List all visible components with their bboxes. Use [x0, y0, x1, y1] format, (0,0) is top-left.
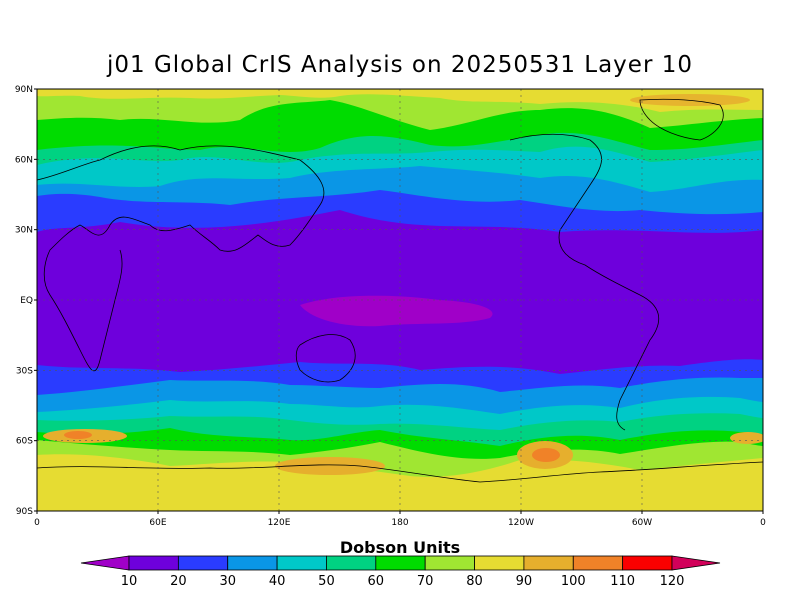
colorbar-segment [375, 555, 426, 571]
lat-tick-label: 30N [15, 226, 33, 236]
colorbar-level-label: 30 [219, 574, 236, 589]
colorbar-segment [128, 555, 179, 571]
tropical-low-patch [300, 295, 493, 327]
colorbar-level-label: 40 [269, 574, 286, 589]
lat-tick-label: 30S [16, 366, 33, 376]
patch-south-atlantic-core [64, 431, 92, 439]
coastlines [37, 98, 763, 483]
lon-tick-label: 180 [391, 518, 408, 528]
colorbar-level-label: 90 [516, 574, 533, 589]
colorbar-level-label: 50 [318, 574, 335, 589]
coast-greenland [639, 98, 724, 141]
lat-axis: 90N 60N 30N EQ 30S 60S 90S [15, 85, 37, 517]
colorbar-segment [326, 555, 377, 571]
colorbar-segment [276, 555, 327, 571]
patch-south-pacific-core [532, 448, 560, 462]
colorbar-level-label: 60 [368, 574, 385, 589]
colorbar-arrow-high [671, 555, 721, 571]
lon-axis: 0 60E 120E 180 120W 60W 0 [34, 511, 766, 528]
colorbar-level-label: 80 [466, 574, 483, 589]
lat-tick-label: 60S [16, 437, 33, 447]
colorbar-level-label: 100 [561, 574, 586, 589]
colorbar-arrow-low [80, 555, 130, 571]
colorbar-segment [474, 555, 525, 571]
lon-tick-label: 60E [149, 518, 166, 528]
patch-east-edge [730, 432, 763, 444]
lon-tick-label: 120W [508, 518, 534, 528]
colorbar-title: Dobson Units [340, 538, 460, 557]
lat-tick-label: 90S [16, 507, 33, 517]
coast-africa-eurasia [37, 145, 325, 372]
coast-australia [295, 334, 356, 383]
lon-tick-label: 0 [34, 518, 40, 528]
lat-tick-label: 60N [15, 155, 33, 165]
colorbar-level-label: 120 [660, 574, 685, 589]
colorbar-level-label: 20 [170, 574, 187, 589]
lat-tick-label: EQ [20, 296, 33, 306]
colorbar [80, 555, 721, 571]
colorbar-level-label: 70 [417, 574, 434, 589]
lon-tick-label: 120E [268, 518, 291, 528]
band-north-90 [37, 89, 763, 112]
lat-tick-label: 90N [15, 85, 33, 95]
colorbar-level-label: 110 [610, 574, 635, 589]
coast-antarctica [37, 461, 763, 483]
gridlines [37, 89, 763, 511]
map-title: j01 Global CrIS Analysis on 20250531 Lay… [107, 52, 693, 78]
colorbar-labels: 10 20 30 40 50 60 70 80 90 100 110 120 [121, 574, 685, 589]
lon-tick-label: 0 [760, 518, 766, 528]
coast-americas [509, 133, 660, 431]
colorbar-segment [523, 555, 574, 571]
colorbar-segment [572, 555, 624, 571]
colorbar-level-label: 10 [121, 574, 138, 589]
patch-south-indian [275, 457, 385, 475]
colorbar-segment [622, 555, 673, 571]
colorbar-segment [177, 555, 229, 571]
lon-tick-label: 60W [632, 518, 652, 528]
colorbar-segment [424, 555, 475, 571]
colorbar-segment [227, 555, 278, 571]
